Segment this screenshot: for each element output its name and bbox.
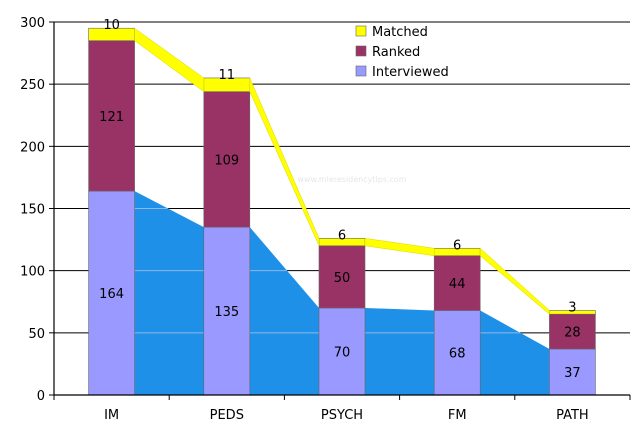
legend-swatch-matched	[355, 25, 367, 37]
label-fm-ranked: 44	[449, 277, 466, 292]
label-fm-matched: 6	[453, 238, 461, 253]
bar-peds-interviewed	[203, 226, 251, 396]
legend-swatch-ranked	[355, 45, 367, 57]
legend-label-matched: Matched	[372, 25, 428, 40]
bar-path-ranked	[549, 313, 596, 350]
label-path-matched: 3	[568, 300, 576, 315]
bar-peds-ranked	[203, 91, 251, 228]
bars	[88, 27, 596, 396]
label-psych-matched: 6	[338, 228, 346, 243]
legend: Matched Ranked Interviewed	[355, 25, 449, 80]
x-label-psych: PSYCH	[321, 408, 363, 423]
y-axis-ticks: 0 50 100 150 200 250 300	[20, 16, 54, 404]
bar-path-interviewed	[549, 348, 596, 396]
x-label-fm: FM	[448, 408, 467, 423]
x-label-path: PATH	[556, 408, 589, 423]
y-tick-label-200: 200	[20, 140, 45, 155]
y-tick-label-100: 100	[20, 265, 45, 280]
bar-fm-interviewed	[433, 310, 481, 396]
label-path-interviewed: 37	[564, 366, 581, 381]
watermark: www.mleresidencytips.com	[297, 175, 406, 184]
label-psych-interviewed: 70	[334, 345, 351, 360]
matched-connector-3	[479, 247, 550, 315]
bar-psych-interviewed	[318, 307, 366, 396]
bar-psych-ranked	[318, 245, 366, 309]
label-peds-matched: 11	[219, 68, 236, 83]
segment-labels: 164 121 10 135 109 11 70 50 6 68 44 6 37 28 3	[99, 18, 580, 381]
label-psych-ranked: 50	[334, 271, 351, 286]
matched-connector-0	[134, 27, 205, 93]
matched-trend-line	[134, 27, 550, 315]
label-im-matched: 10	[103, 18, 120, 33]
label-im-ranked: 121	[99, 110, 124, 125]
y-tick-label-250: 250	[20, 78, 45, 93]
y-tick-label-300: 300	[20, 16, 45, 31]
matched-connector-2	[364, 238, 435, 257]
label-peds-ranked: 109	[214, 153, 239, 168]
label-peds-interviewed: 135	[214, 305, 239, 320]
y-tick-label-50: 50	[28, 327, 45, 342]
bar-im-ranked	[88, 40, 135, 192]
label-path-ranked: 28	[564, 326, 581, 341]
label-fm-interviewed: 68	[449, 347, 466, 362]
legend-label-interviewed: Interviewed	[372, 65, 449, 80]
x-label-peds: PEDS	[210, 408, 244, 423]
x-label-im: IM	[104, 408, 119, 423]
legend-swatch-interviewed	[355, 65, 367, 77]
x-axis-labels: IM PEDS PSYCH FM PATH	[104, 408, 589, 423]
label-im-interviewed: 164	[99, 287, 124, 302]
y-tick-label-0: 0	[37, 389, 45, 404]
matched-connector-1	[249, 77, 320, 246]
y-tick-label-150: 150	[20, 203, 45, 218]
bar-fm-ranked	[433, 255, 481, 311]
legend-label-ranked: Ranked	[372, 45, 420, 60]
